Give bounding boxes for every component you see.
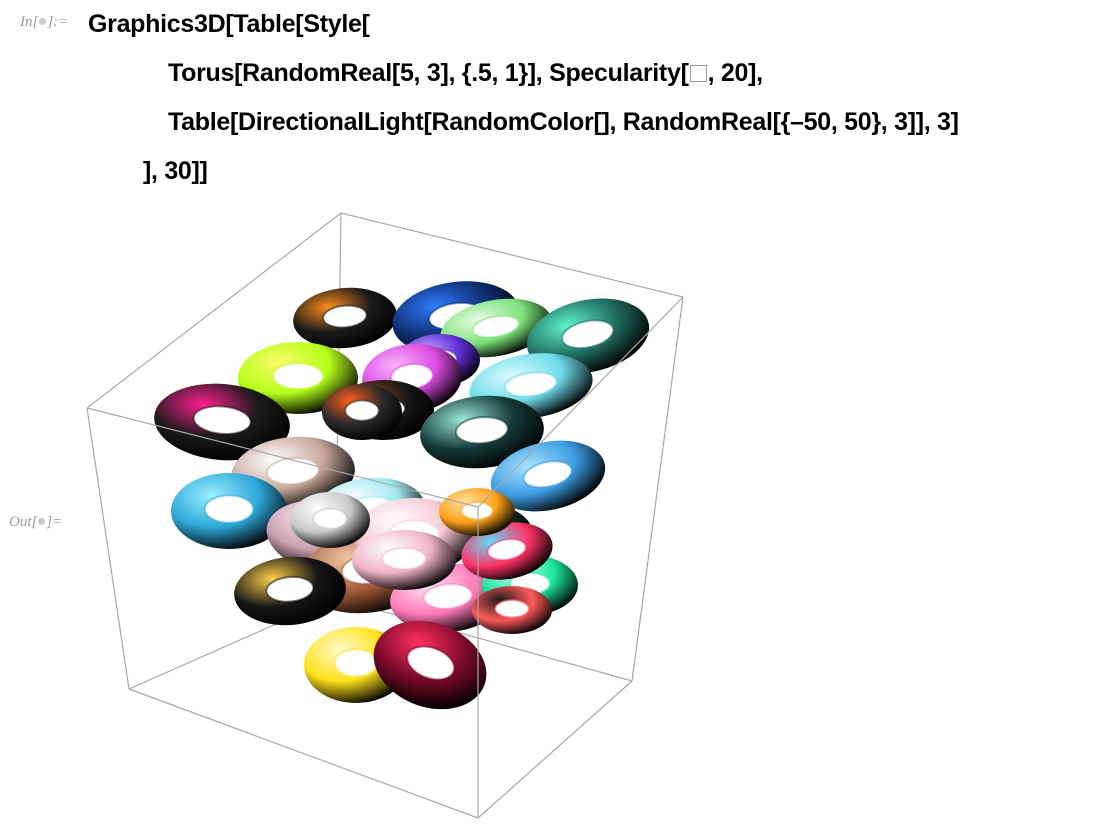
torus-hole-rim — [203, 494, 255, 524]
torus — [234, 556, 346, 626]
torus-hole — [504, 372, 557, 397]
torus-hole-rim — [522, 460, 573, 489]
cell-index-placeholder-icon — [38, 518, 46, 526]
torus-hole-rim — [422, 582, 474, 610]
torus — [461, 522, 553, 580]
torus-hole — [562, 320, 614, 349]
torus-hole-rim — [494, 599, 530, 619]
output-label-prefix: Out[ — [9, 514, 38, 530]
white-color-swatch-icon[interactable] — [689, 65, 707, 82]
torus-hole — [266, 458, 319, 485]
torus-hole — [313, 508, 347, 529]
input-label-suffix: ]:= — [47, 14, 69, 30]
box-edge — [477, 296, 684, 508]
torus-hole — [423, 583, 473, 609]
torus-hole — [334, 649, 378, 677]
torus-hole — [455, 417, 508, 444]
code-line[interactable]: ], 30]] — [143, 157, 208, 186]
torus-hole — [272, 363, 324, 390]
torus — [238, 342, 358, 414]
tori-group — [154, 281, 650, 710]
torus-hole — [472, 315, 519, 338]
torus-hole — [495, 600, 529, 618]
torus — [322, 384, 402, 440]
torus — [472, 586, 552, 634]
box-edge — [86, 407, 130, 690]
torus — [293, 287, 397, 349]
input-label-prefix: In[ — [20, 14, 39, 30]
torus — [420, 395, 544, 469]
code-line[interactable]: Graphics3D[Table[Style[ — [88, 10, 370, 39]
torus — [171, 473, 287, 549]
code-text: Torus[RandomReal[5, 3], {.5, 1}], Specul… — [168, 59, 689, 87]
torus — [290, 492, 370, 548]
torus-hole — [193, 406, 251, 434]
torus-hole — [382, 547, 426, 570]
torus-hole-rim — [312, 507, 348, 530]
box-edge — [86, 407, 479, 508]
torus-hole-rim — [486, 538, 527, 562]
code-text: Table[DirectionalLight[RandomColor[], Ra… — [168, 108, 959, 136]
torus-hole-rim — [344, 399, 380, 422]
torus-hole-rim — [503, 371, 558, 398]
box-edge — [477, 680, 633, 819]
box-edge — [340, 212, 684, 298]
torus-hole — [461, 502, 493, 520]
torus-hole-rim — [471, 314, 520, 339]
torus-hole — [204, 495, 254, 523]
torus-hole-rim — [192, 405, 252, 435]
torus-hole-rim — [406, 645, 456, 681]
code-text: , 20], — [707, 59, 763, 87]
code-text: ], 30]] — [143, 157, 208, 185]
torus-hole — [487, 539, 526, 561]
torus-hole-rim — [271, 362, 325, 391]
torus-hole-rim — [265, 575, 315, 603]
torus-hole-rim — [460, 501, 494, 521]
torus — [373, 620, 487, 710]
input-cell-label: In[ ]:= — [20, 14, 68, 31]
torus-hole — [323, 305, 367, 328]
torus — [439, 488, 515, 536]
torus-hole — [523, 461, 572, 488]
bounding-box-front-edges — [86, 212, 684, 819]
torus-hole-rim — [322, 304, 368, 329]
torus — [154, 383, 290, 461]
torus-hole-rim — [561, 319, 615, 350]
torus — [352, 530, 456, 590]
output-cell-label: Out[ ]= — [9, 514, 62, 531]
box-edge-hidden — [334, 597, 633, 682]
torus-hole — [407, 646, 455, 680]
torus-hole-rim — [454, 416, 509, 445]
torus-hole-rim — [381, 546, 427, 571]
code-line[interactable]: Table[DirectionalLight[RandomColor[], Ra… — [168, 108, 959, 137]
box-edge — [86, 212, 342, 409]
output-label-suffix: ]= — [46, 514, 63, 530]
torus — [490, 440, 606, 512]
torus-hole-rim — [265, 457, 320, 486]
torus-hole — [345, 400, 379, 421]
box-edge — [631, 296, 684, 682]
cell-index-placeholder-icon — [39, 18, 47, 26]
code-text: Graphics3D[Table[Style[ — [88, 10, 370, 38]
box-edge — [128, 688, 479, 819]
code-line[interactable]: Torus[RandomReal[5, 3], {.5, 1}], Specul… — [168, 59, 763, 88]
torus-hole — [266, 576, 314, 602]
